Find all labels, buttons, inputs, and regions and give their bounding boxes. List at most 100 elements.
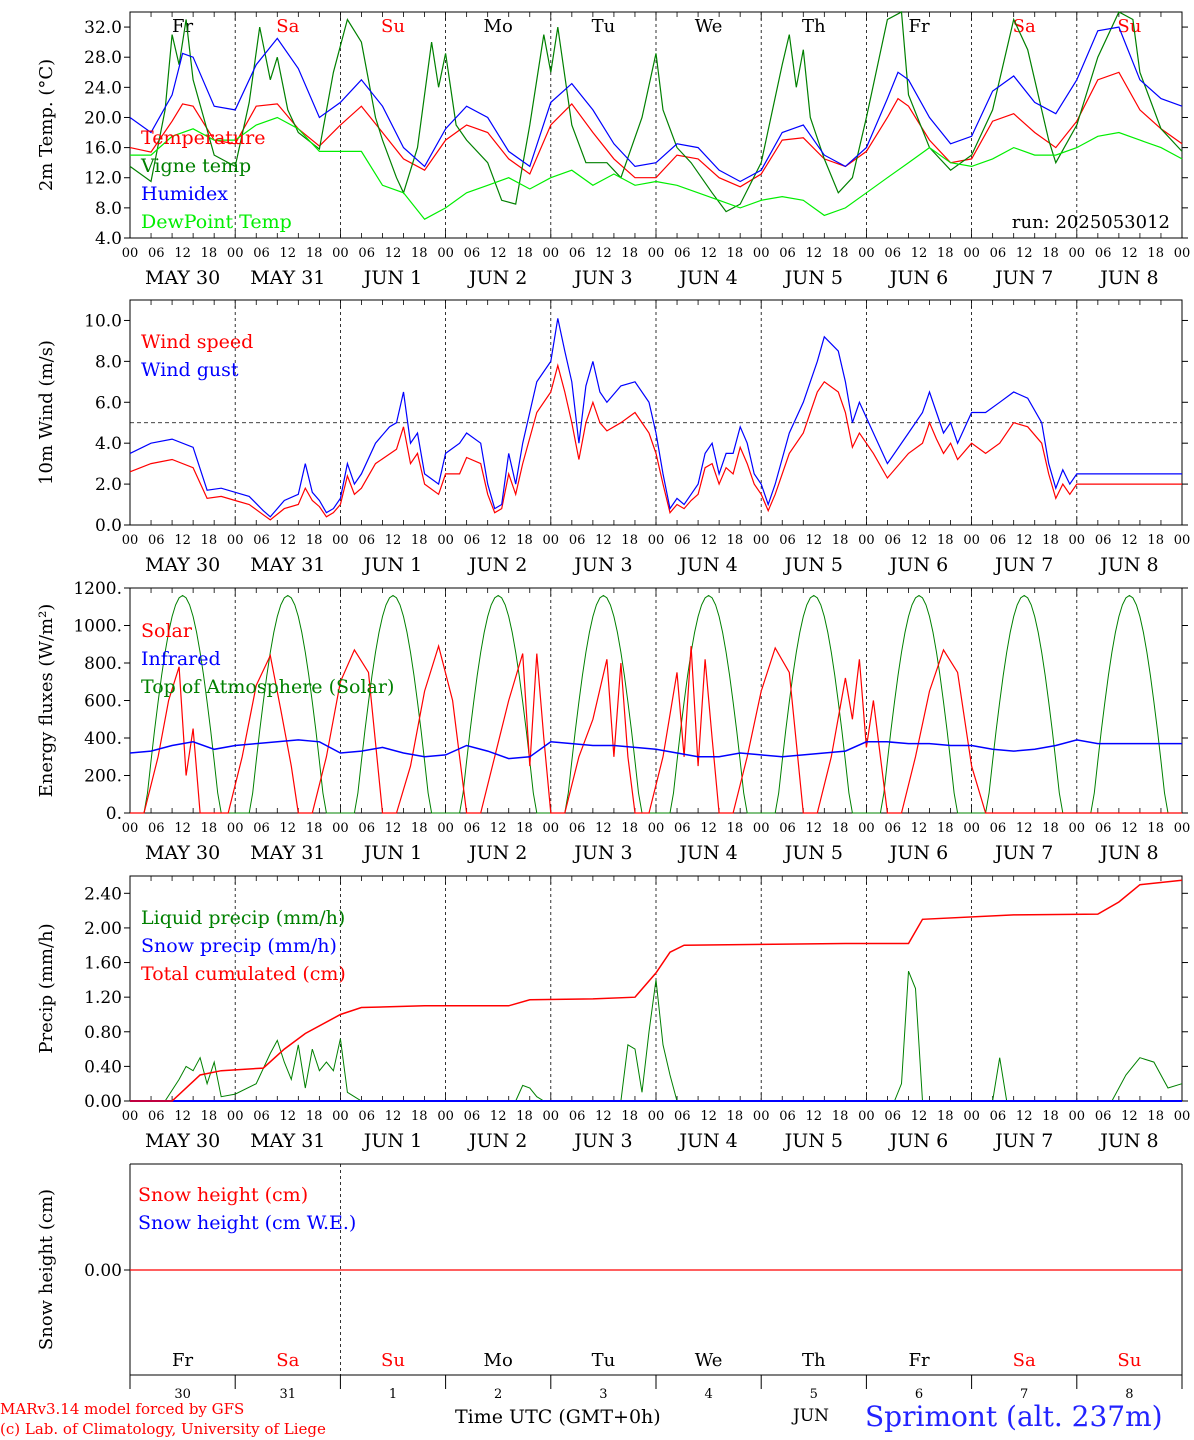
y-tick-label: 8.0 xyxy=(95,352,122,372)
panel-frame xyxy=(129,587,1183,814)
day-label: MAY 30 xyxy=(145,554,220,576)
hour-tick-label: 18 xyxy=(621,1109,638,1124)
hour-tick-label: 00 xyxy=(1174,1109,1191,1124)
y-tick-label: 6.0 xyxy=(95,393,122,413)
day-label: JUN 8 xyxy=(1098,842,1158,864)
day-number: 8 xyxy=(1125,1387,1133,1402)
hour-tick-label: 18 xyxy=(937,533,954,548)
legend-entry: Top of Atmosphere (Solar) xyxy=(141,676,394,698)
day-label: JUN 7 xyxy=(993,1130,1053,1152)
day-label: JUN 7 xyxy=(993,267,1053,289)
hour-tick-label: 12 xyxy=(385,821,402,836)
hour-tick-label: 18 xyxy=(306,821,323,836)
weekday-label: Th xyxy=(802,16,826,37)
y-tick-label: 1000. xyxy=(73,617,122,637)
hour-tick-label: 12 xyxy=(1016,1109,1033,1124)
weekday-label: Sa xyxy=(1013,1350,1036,1371)
y-tick-label: 400. xyxy=(84,729,122,749)
panel-5: 0.00 Snow height (cm) Snow height (cm) Snow… xyxy=(36,1163,1183,1402)
weekday-label: Su xyxy=(381,16,405,37)
hour-tick-label: 00 xyxy=(1069,821,1086,836)
hour-tick-label: 06 xyxy=(990,821,1007,836)
hour-tick-label: 18 xyxy=(937,246,954,261)
hour-tick-label: 12 xyxy=(911,246,928,261)
y-tick-label: 2.40 xyxy=(84,884,122,904)
hour-tick-label: 18 xyxy=(832,1109,849,1124)
hour-tick-label: 12 xyxy=(1121,246,1138,261)
hour-tick-label: 00 xyxy=(227,246,244,261)
y-axis-label: 10m Wind (m/s) xyxy=(36,340,57,485)
hour-tick-label: 12 xyxy=(700,1109,717,1124)
panel-4: 0.00 0.40 0.80 1.20 1.60 2.00 2.40 Precip (mm/h… xyxy=(36,875,1191,1152)
hour-tick-label: 18 xyxy=(516,533,533,548)
series-line xyxy=(130,594,1182,814)
y-tick-label: 600. xyxy=(84,692,122,712)
hour-tick-label: 06 xyxy=(779,246,796,261)
y-axis-label: Energy fluxes (W/m²) xyxy=(36,604,57,798)
day-label: MAY 31 xyxy=(250,267,325,289)
hour-tick-label: 00 xyxy=(648,821,665,836)
day-label: MAY 31 xyxy=(250,554,325,576)
hour-tick-label: 18 xyxy=(1042,246,1059,261)
hour-tick-label: 00 xyxy=(437,821,454,836)
day-label: JUN 6 xyxy=(888,842,948,864)
day-number: 4 xyxy=(704,1387,712,1402)
y-tick-label: 2.0 xyxy=(95,475,122,495)
weekday-label: Fr xyxy=(908,16,929,37)
series-line xyxy=(129,11,1183,213)
hour-tick-label: 12 xyxy=(1016,821,1033,836)
hour-tick-label: 06 xyxy=(779,533,796,548)
legend-entry: DewPoint Temp xyxy=(141,211,292,233)
day-label: JUN 1 xyxy=(362,267,422,289)
day-number: 31 xyxy=(280,1387,297,1402)
weekday-label: Su xyxy=(381,1350,405,1371)
hour-tick-label: 12 xyxy=(490,533,507,548)
hour-tick-label: 18 xyxy=(516,1109,533,1124)
hour-tick-label: 18 xyxy=(1042,821,1059,836)
hour-tick-label: 06 xyxy=(674,246,691,261)
hour-tick-label: 12 xyxy=(174,1109,191,1124)
day-label: MAY 30 xyxy=(145,842,220,864)
weekday-label: Su xyxy=(1117,1350,1141,1371)
hour-tick-label: 06 xyxy=(464,1109,481,1124)
series-line xyxy=(129,739,1182,760)
hour-tick-label: 12 xyxy=(595,246,612,261)
hour-tick-label: 12 xyxy=(280,246,297,261)
hour-tick-label: 06 xyxy=(464,533,481,548)
day-label: JUN 4 xyxy=(677,267,737,289)
hour-tick-label: 18 xyxy=(727,1109,744,1124)
y-tick-label: 200. xyxy=(84,767,122,787)
month-label: JUN xyxy=(793,1406,830,1426)
day-number: 6 xyxy=(915,1387,923,1402)
hour-tick-label: 00 xyxy=(648,1109,665,1124)
weekday-label: Tu xyxy=(592,16,616,37)
hour-tick-label: 06 xyxy=(1095,246,1112,261)
day-label: MAY 31 xyxy=(250,842,325,864)
station-name: Sprimont (alt. 237m) xyxy=(865,1400,1163,1433)
hour-tick-label: 06 xyxy=(1095,821,1112,836)
hour-tick-label: 18 xyxy=(516,246,533,261)
hour-tick-label: 06 xyxy=(253,246,270,261)
day-number: 2 xyxy=(494,1387,502,1402)
legend-entry: Temperature xyxy=(141,127,265,149)
hour-tick-label: 06 xyxy=(569,1109,586,1124)
hour-tick-label: 06 xyxy=(990,1109,1007,1124)
hour-tick-label: 06 xyxy=(569,246,586,261)
hour-tick-label: 00 xyxy=(1069,1109,1086,1124)
hour-tick-label: 06 xyxy=(1095,1109,1112,1124)
hour-tick-label: 00 xyxy=(332,821,349,836)
hour-tick-label: 12 xyxy=(806,821,823,836)
run-label: run: 2025053012 xyxy=(1012,212,1170,233)
hour-tick-label: 06 xyxy=(990,246,1007,261)
hour-tick-label: 00 xyxy=(963,533,980,548)
hour-tick-label: 18 xyxy=(1147,246,1164,261)
hour-tick-label: 18 xyxy=(832,821,849,836)
legend-entry: Wind speed xyxy=(141,331,253,353)
hour-tick-label: 12 xyxy=(385,533,402,548)
hour-tick-label: 12 xyxy=(490,246,507,261)
hour-tick-label: 00 xyxy=(227,1109,244,1124)
hour-tick-label: 18 xyxy=(306,1109,323,1124)
hour-tick-label: 06 xyxy=(884,1109,901,1124)
day-label: JUN 8 xyxy=(1098,267,1158,289)
y-tick-label: 1200. xyxy=(73,579,122,599)
